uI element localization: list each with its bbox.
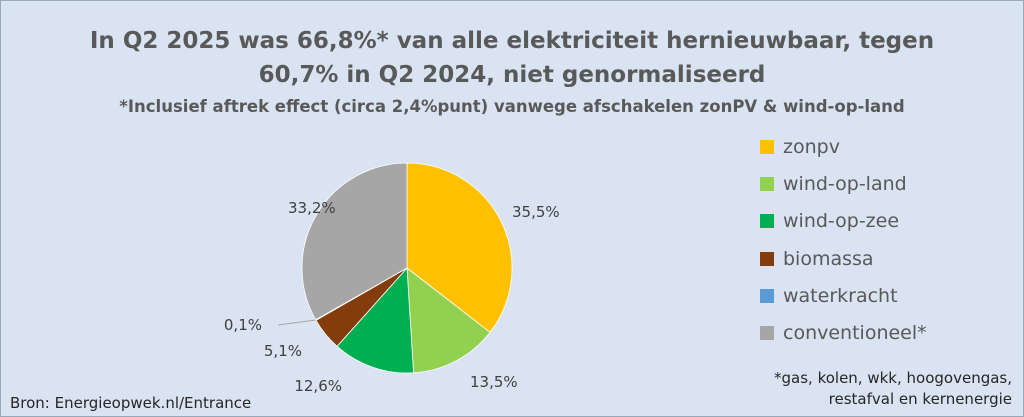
legend-label: waterkracht bbox=[783, 284, 898, 307]
legend-swatch bbox=[760, 251, 774, 266]
legend-label: wind-op-zee bbox=[783, 210, 900, 233]
source-note: Bron: Energieopwek.nl/Entrance bbox=[10, 394, 252, 412]
data-label-waterkracht: 0,1% bbox=[224, 316, 262, 334]
legend-item-biomassa: biomassa bbox=[760, 240, 927, 277]
legend-item-wind-op-land: wind-op-land bbox=[760, 165, 927, 202]
legend-label: conventioneel* bbox=[783, 322, 927, 345]
pie-slice-wind-op-land bbox=[406, 267, 491, 374]
legend-swatch bbox=[760, 139, 774, 154]
pie-slice-zonpv bbox=[406, 162, 513, 333]
pie-slice-conventioneel bbox=[301, 162, 408, 321]
data-label-wind-op-land: 13,5% bbox=[470, 373, 518, 391]
legend-item-zonpv: zonpv bbox=[760, 128, 927, 165]
chart-title-line2: 60,7% in Q2 2024, niet genormaliseerd bbox=[258, 62, 766, 88]
data-label-conventioneel: 33,2% bbox=[288, 199, 336, 217]
legend-swatch bbox=[760, 176, 774, 191]
legend-swatch bbox=[760, 214, 774, 229]
footnote-line2: restafval en kernenergie bbox=[828, 390, 1012, 408]
legend-item-wind-op-zee: wind-op-zee bbox=[760, 203, 927, 240]
legend: zonpv wind-op-land wind-op-zee biomassa … bbox=[760, 128, 927, 352]
leader-line-waterkracht bbox=[277, 319, 316, 326]
chart-subtitle: *Inclusief aftrek effect (circa 2,4%punt… bbox=[119, 97, 905, 116]
legend-swatch bbox=[760, 288, 774, 303]
legend-label: zonpv bbox=[783, 135, 840, 158]
legend-label: biomassa bbox=[783, 247, 874, 270]
legend-item-waterkracht: waterkracht bbox=[760, 277, 927, 314]
data-label-zonpv: 35,5% bbox=[512, 203, 560, 221]
legend-swatch bbox=[760, 326, 774, 341]
footnote: *gas, kolen, wkk, hoogovengas, restafval… bbox=[774, 368, 1012, 410]
legend-label: wind-op-land bbox=[783, 172, 907, 195]
pie-slice-wind-op-zee bbox=[336, 267, 415, 374]
footnote-line1: *gas, kolen, wkk, hoogovengas, bbox=[774, 369, 1012, 387]
data-label-biomassa: 5,1% bbox=[264, 342, 302, 360]
legend-item-conventioneel: conventioneel* bbox=[760, 314, 927, 351]
chart-title: In Q2 2025 was 66,8%* van alle elektrici… bbox=[89, 28, 935, 54]
data-label-wind-op-zee: 12,6% bbox=[294, 377, 342, 395]
